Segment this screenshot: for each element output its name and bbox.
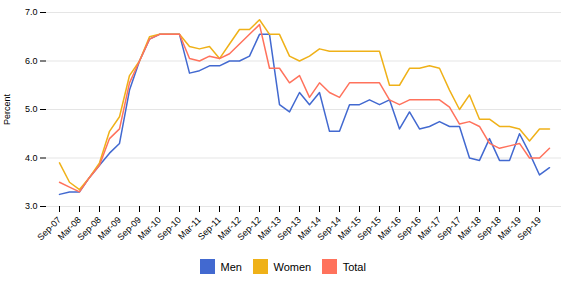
svg-text:3.0: 3.0	[25, 201, 38, 211]
svg-text:Sep-10: Sep-10	[155, 214, 183, 243]
svg-text:Sep-19: Sep-19	[515, 215, 543, 243]
svg-text:Mar-10: Mar-10	[135, 214, 163, 242]
html-text:Women: Women	[273, 260, 312, 273]
svg-text:Percent: Percent	[2, 93, 12, 125]
svg-text:Sep-08: Sep-08	[75, 214, 103, 243]
svg-text:Sep-09: Sep-09	[115, 214, 143, 243]
svg-text:Mar-13: Mar-13	[255, 214, 283, 242]
svg-text:Mar-19: Mar-19	[495, 214, 523, 242]
svg-text:Mar-14: Mar-14	[295, 214, 323, 242]
svg-text:Mar-11: Mar-11	[176, 214, 203, 242]
html-text:Men: Men	[220, 260, 242, 273]
svg-text:Sep-07: Sep-07	[35, 214, 63, 243]
svg-text:Mar-18: Mar-18	[455, 214, 483, 242]
svg-text:Sep-18: Sep-18	[475, 214, 503, 243]
svg-text:6.0: 6.0	[25, 56, 38, 66]
svg-text:Mar-16: Mar-16	[375, 214, 403, 242]
svg-text:Sep-12: Sep-12	[235, 214, 263, 243]
svg-text:Sep-13: Sep-13	[275, 214, 303, 243]
svg-text:Mar-08: Mar-08	[55, 214, 83, 242]
svg-text:Sep-17: Sep-17	[435, 214, 463, 243]
svg-text:Mar-09: Mar-09	[95, 214, 123, 242]
svg-text:Mar-17: Mar-17	[415, 214, 443, 242]
svg-text:7.0: 7.0	[25, 7, 38, 17]
svg-text:Sep-11: Sep-11	[195, 214, 223, 242]
svg-text:Sep-16: Sep-16	[395, 214, 423, 243]
svg-text:5.0: 5.0	[25, 104, 38, 114]
svg-text:Sep-14: Sep-14	[315, 214, 343, 243]
svg-text:Mar-15: Mar-15	[335, 214, 363, 242]
svg-text:Sep-15: Sep-15	[355, 214, 383, 243]
svg-text:Mar-12: Mar-12	[215, 214, 243, 242]
svg-text:4.0: 4.0	[25, 153, 38, 163]
html-text:Total: Total	[342, 260, 366, 273]
